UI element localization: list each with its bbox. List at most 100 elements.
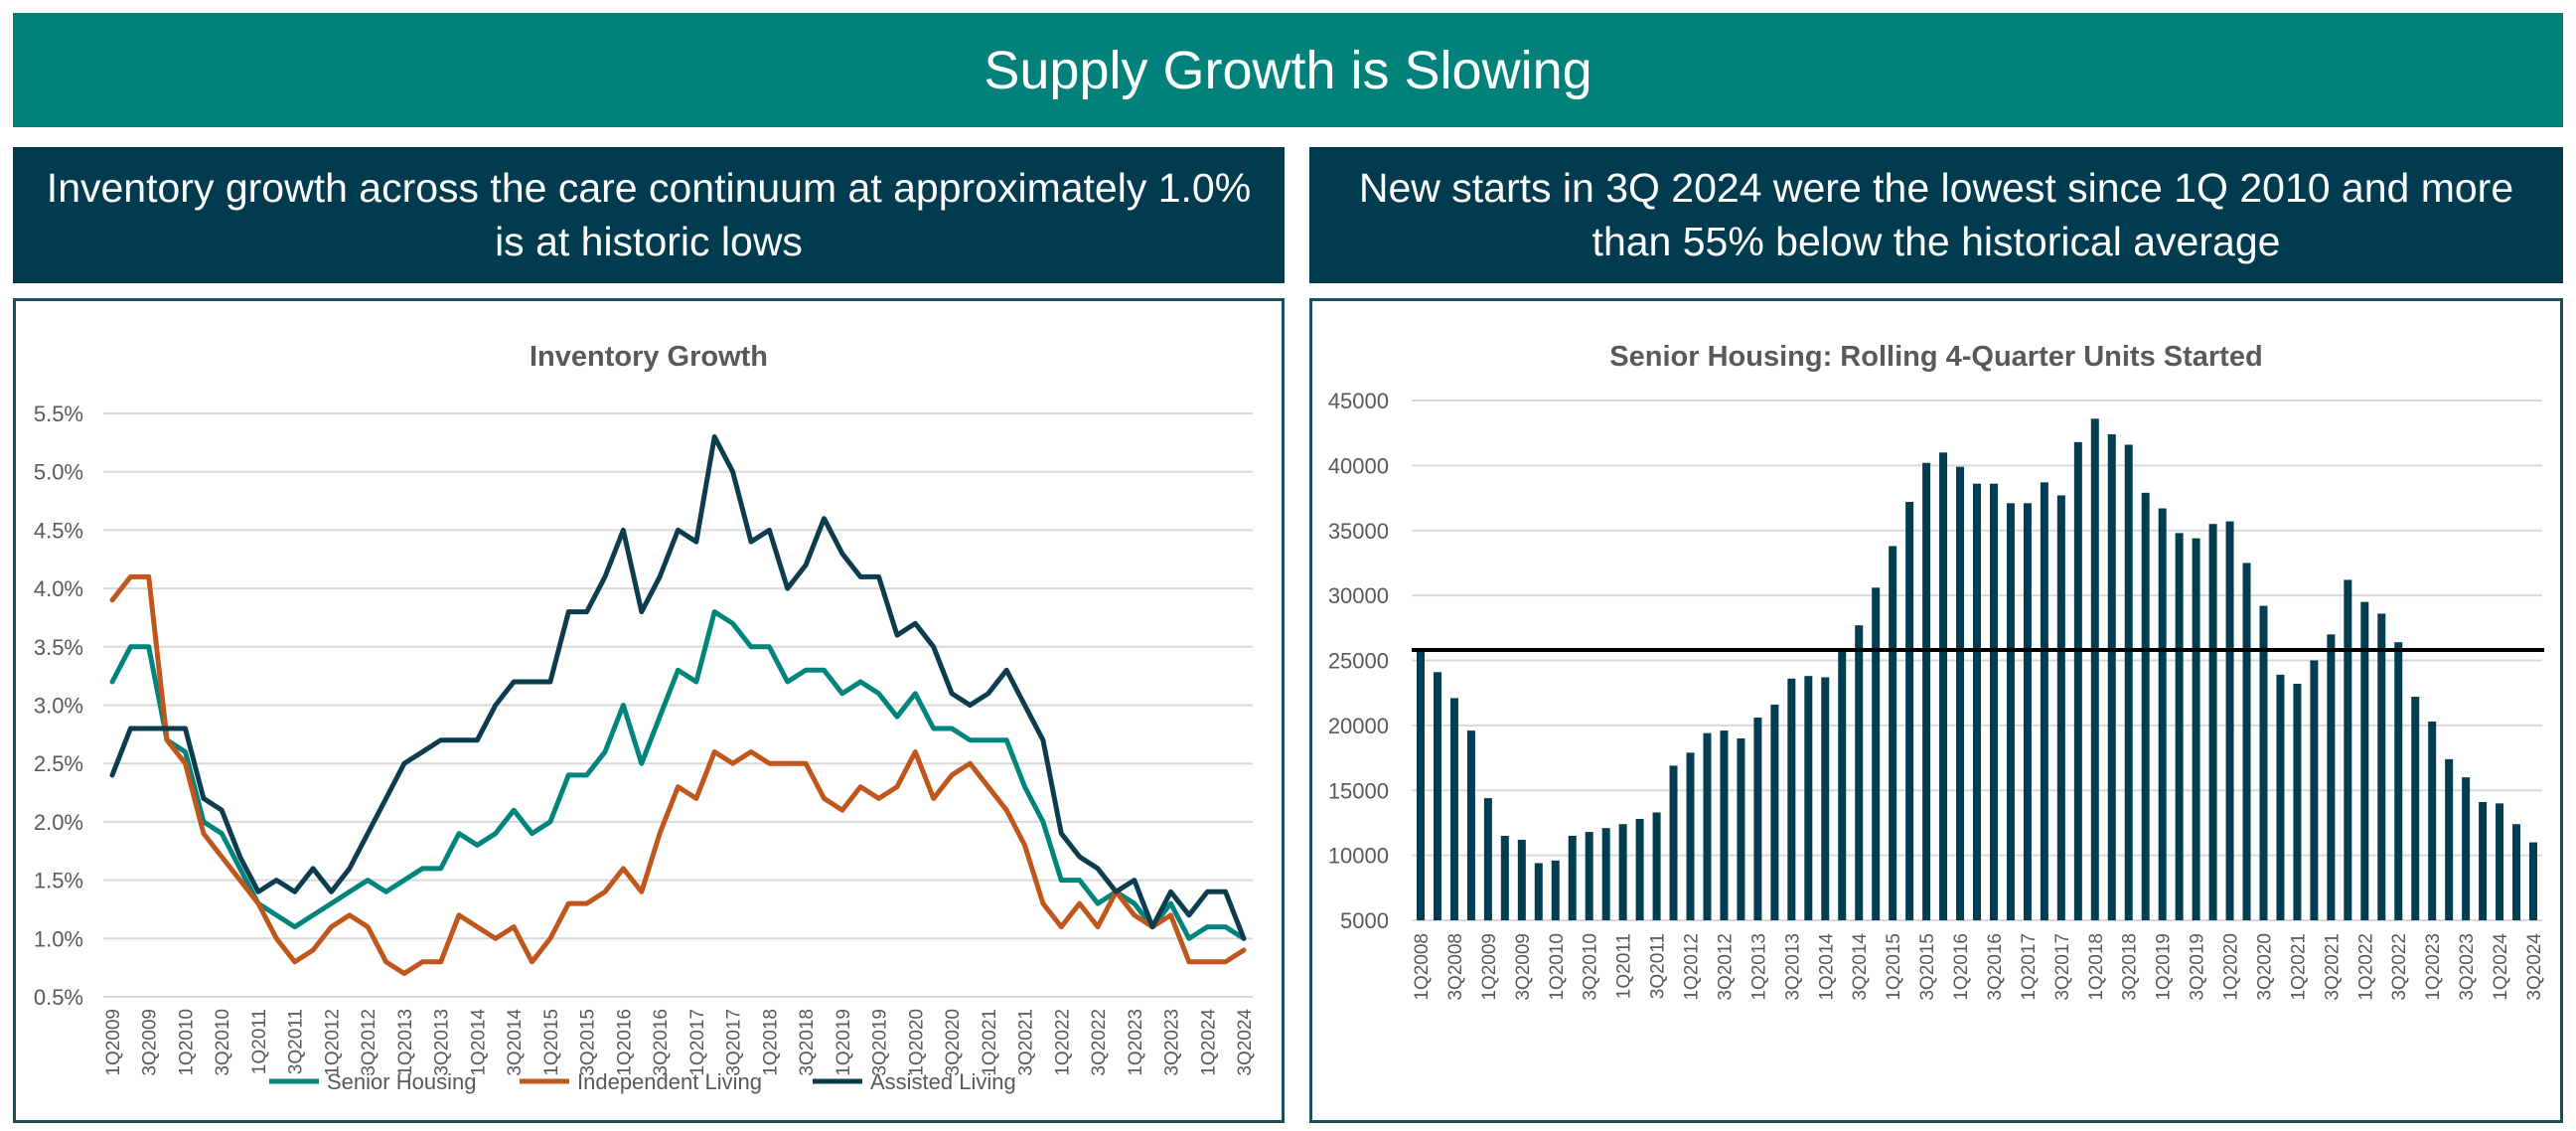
bar-3Q2017 — [2056, 495, 2065, 920]
bar-2Q2021 — [2310, 660, 2319, 920]
bar-1Q2013 — [1753, 718, 1762, 920]
x-tick-label: 1Q2009 — [1479, 933, 1500, 1001]
x-tick-label: 1Q2011 — [1614, 933, 1635, 999]
y-tick-label: 20000 — [1328, 714, 1389, 738]
bar-4Q2012 — [1737, 737, 1745, 920]
bar-4Q2014 — [1872, 587, 1881, 920]
y-tick-label: 5.0% — [34, 460, 83, 485]
x-tick-label: 3Q2014 — [505, 1009, 526, 1076]
bar-2Q2019 — [2175, 533, 2184, 920]
bar-3Q2016 — [1989, 483, 1998, 920]
x-tick-label: 3Q2009 — [140, 1009, 161, 1076]
x-tick-label: 1Q2012 — [322, 1009, 343, 1076]
x-tick-label: 1Q2022 — [2355, 933, 2376, 1001]
units-started-chart: Senior Housing: Rolling 4-Quarter Units … — [1328, 341, 2545, 1001]
bar-1Q2024 — [2496, 803, 2504, 920]
x-tick-label: 3Q2010 — [1581, 933, 1601, 1001]
y-tick-label: 0.5% — [34, 985, 83, 1010]
bar-4Q2021 — [2344, 579, 2352, 920]
bar-4Q2013 — [1804, 676, 1813, 920]
x-tick-label: 3Q2017 — [2052, 933, 2073, 1001]
bar-1Q2008 — [1417, 650, 1425, 920]
page-title: Supply Growth is Slowing — [13, 13, 2563, 127]
x-tick-label: 3Q2008 — [1445, 933, 1466, 1001]
x-tick-label: 1Q2017 — [2019, 933, 2040, 1001]
y-tick-label: 35000 — [1328, 519, 1389, 544]
x-tick-label: 1Q2014 — [468, 1009, 489, 1076]
bar-3Q2022 — [2394, 642, 2403, 920]
bar-4Q2011 — [1669, 765, 1678, 920]
bar-2Q2010 — [1568, 836, 1577, 920]
bar-1Q2023 — [2428, 721, 2437, 920]
x-tick-label: 1Q2021 — [980, 1009, 1000, 1076]
x-tick-label: 3Q2015 — [578, 1009, 599, 1076]
x-tick-label: 1Q2021 — [2288, 933, 2309, 1001]
x-tick-label: 1Q2014 — [1816, 933, 1837, 1001]
bar-2Q2011 — [1635, 819, 1644, 920]
chart-title: Senior Housing: Rolling 4-Quarter Units … — [1609, 341, 2262, 373]
bar-3Q2024 — [2529, 842, 2537, 920]
bar-4Q2010 — [1601, 828, 1610, 920]
bar-3Q2015 — [1922, 462, 1931, 920]
x-tick-label: 3Q2012 — [359, 1009, 379, 1076]
bar-1Q2012 — [1686, 752, 1695, 920]
bar-2Q2023 — [2445, 758, 2454, 920]
bar-4Q2016 — [2006, 503, 2015, 920]
bar-2Q2020 — [2242, 563, 2251, 920]
x-tick-label: 3Q2011 — [286, 1009, 307, 1074]
x-tick-label: 1Q2017 — [687, 1009, 708, 1076]
right-subheader: New starts in 3Q 2024 were the lowest si… — [1309, 147, 2563, 283]
x-tick-label: 3Q2023 — [2457, 933, 2478, 1001]
y-tick-label: 40000 — [1328, 453, 1389, 478]
bar-2Q2016 — [1973, 483, 1981, 920]
bar-3Q2018 — [2124, 444, 2133, 920]
bar-3Q2020 — [2259, 605, 2268, 920]
bar-2Q2017 — [2040, 482, 2048, 920]
x-tick-label: 1Q2016 — [1951, 933, 1972, 1001]
x-tick-label: 1Q2011 — [249, 1009, 270, 1074]
bar-3Q2010 — [1585, 832, 1593, 920]
bar-2Q2022 — [2377, 613, 2386, 920]
bar-3Q2021 — [2327, 634, 2336, 920]
legend-label: Senior Housing — [327, 1069, 476, 1094]
x-tick-label: 3Q2013 — [432, 1009, 453, 1076]
bar-2Q2015 — [1905, 501, 1914, 920]
y-tick-label: 4.5% — [34, 518, 83, 543]
x-tick-label: 3Q2011 — [1648, 933, 1669, 999]
x-tick-label: 1Q2013 — [395, 1009, 416, 1076]
bar-2Q2014 — [1838, 651, 1847, 920]
bar-3Q2023 — [2462, 777, 2471, 920]
bar-1Q2017 — [2023, 503, 2032, 920]
x-tick-label: 1Q2024 — [2491, 933, 2511, 1001]
x-tick-label: 3Q2022 — [1089, 1009, 1110, 1076]
bar-4Q2020 — [2276, 674, 2285, 920]
bar-2Q2013 — [1770, 704, 1779, 920]
y-tick-label: 15000 — [1328, 778, 1389, 803]
x-tick-label: 3Q2021 — [2322, 933, 2343, 1001]
x-tick-label: 3Q2019 — [870, 1009, 891, 1076]
y-tick-label: 1.5% — [34, 869, 83, 893]
x-tick-label: 1Q2009 — [103, 1009, 124, 1076]
x-tick-label: 1Q2020 — [2221, 933, 2242, 1001]
x-tick-label: 3Q2018 — [797, 1009, 818, 1076]
x-tick-label: 3Q2013 — [1782, 933, 1803, 1001]
bar-4Q2009 — [1534, 863, 1543, 920]
y-tick-label: 2.5% — [34, 751, 83, 776]
y-tick-label: 5000 — [1340, 908, 1389, 933]
bar-1Q2015 — [1889, 546, 1897, 920]
bar-4Q2023 — [2479, 802, 2488, 920]
bar-1Q2021 — [2293, 684, 2302, 920]
x-tick-label: 3Q2023 — [1162, 1009, 1183, 1076]
y-tick-label: 1.0% — [34, 926, 83, 951]
x-tick-label: 3Q2012 — [1715, 933, 1736, 1001]
bar-3Q2008 — [1449, 698, 1458, 920]
x-tick-label: 1Q2024 — [1198, 1009, 1219, 1076]
x-tick-label: 1Q2020 — [906, 1009, 927, 1076]
x-tick-label: 1Q2018 — [2086, 933, 2107, 1001]
x-tick-label: 3Q2010 — [213, 1009, 233, 1076]
bar-1Q2020 — [2225, 521, 2234, 920]
legend-label: Assisted Living — [870, 1069, 1016, 1094]
x-tick-label: 3Q2014 — [1850, 933, 1871, 1001]
y-tick-label: 45000 — [1328, 389, 1389, 413]
y-tick-label: 10000 — [1328, 844, 1389, 869]
